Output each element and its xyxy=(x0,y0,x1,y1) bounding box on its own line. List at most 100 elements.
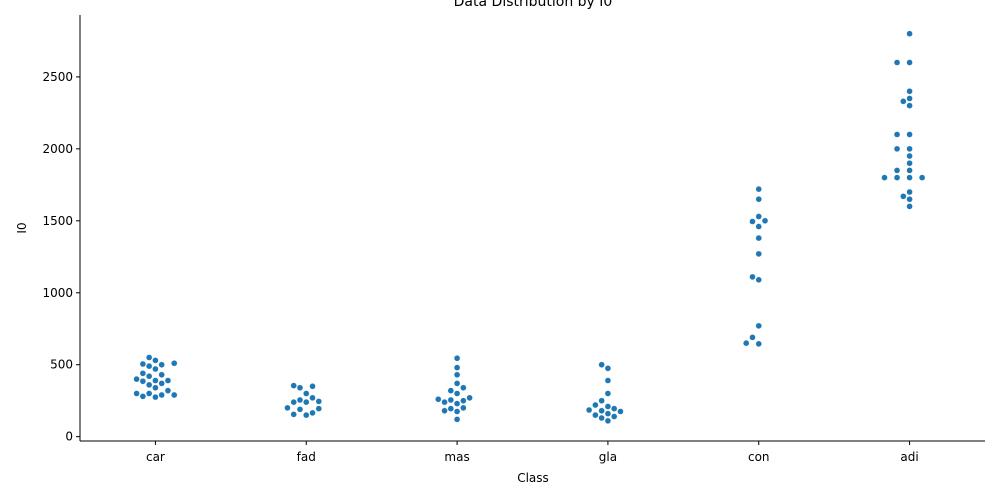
data-point-car xyxy=(158,391,165,399)
data-point-adi xyxy=(906,152,913,160)
x-tick-label: gla xyxy=(599,450,617,464)
data-point-adi xyxy=(900,98,907,105)
data-point-adi xyxy=(906,174,913,181)
data-point-adi xyxy=(881,174,888,181)
data-point-car xyxy=(152,393,159,401)
data-point-con xyxy=(743,339,750,347)
data-point-adi xyxy=(900,193,907,200)
data-point-car xyxy=(145,354,153,361)
y-tick-label: 2000 xyxy=(42,142,73,156)
data-point-gla xyxy=(604,403,612,410)
data-point-car xyxy=(158,371,165,378)
data-point-adi xyxy=(906,145,913,153)
y-axis: 0 500 1000 1500 2000 2500 xyxy=(42,15,81,444)
data-point-mas xyxy=(453,380,461,387)
data-point-car xyxy=(171,391,178,399)
data-point-con xyxy=(755,340,762,348)
data-point-fad xyxy=(290,398,297,406)
data-point-mas xyxy=(441,407,448,414)
data-point-car xyxy=(152,357,159,364)
data-point-con xyxy=(761,217,769,225)
data-point-adi xyxy=(906,102,913,109)
y-axis-label: I0 xyxy=(15,222,29,233)
data-point-fad xyxy=(303,411,310,419)
data-point-gla xyxy=(598,407,605,414)
data-point-fad xyxy=(315,398,322,405)
data-point-fad xyxy=(315,405,322,412)
data-point-gla xyxy=(610,413,618,420)
data-point-gla xyxy=(598,361,605,368)
data-point-gla xyxy=(592,411,599,419)
data-point-gla xyxy=(604,365,612,372)
data-point-adi xyxy=(906,88,913,95)
data-point-gla xyxy=(604,390,612,397)
data-point-car xyxy=(133,390,140,397)
data-point-car xyxy=(139,378,147,385)
data-point-car xyxy=(171,360,178,367)
data-point-gla xyxy=(604,377,612,384)
data-point-fad xyxy=(309,383,316,390)
data-point-mas xyxy=(460,397,467,404)
data-point-car xyxy=(152,384,159,391)
data-point-mas xyxy=(453,416,461,423)
data-point-car xyxy=(152,365,159,373)
data-point-adi xyxy=(893,167,901,174)
data-point-adi xyxy=(918,174,926,181)
data-point-fad xyxy=(309,394,316,402)
data-point-car xyxy=(139,360,147,368)
data-point-mas xyxy=(460,404,467,412)
data-point-fad xyxy=(303,398,310,406)
data-point-con xyxy=(755,196,762,203)
data-point-mas xyxy=(453,355,461,362)
data-point-mas xyxy=(435,396,442,403)
data-point-car xyxy=(145,390,153,397)
x-tick-label: car xyxy=(146,450,165,464)
data-point-fad xyxy=(309,409,316,417)
data-point-con xyxy=(755,213,762,220)
data-point-mas xyxy=(453,364,461,371)
data-point-fad xyxy=(290,411,297,418)
data-point-gla xyxy=(604,417,612,425)
data-point-car xyxy=(158,380,165,387)
data-point-car xyxy=(133,375,140,383)
data-point-fad xyxy=(290,382,297,389)
data-point-adi xyxy=(893,59,901,66)
x-tick-label: mas xyxy=(444,450,469,464)
data-point-car xyxy=(145,362,153,370)
data-point-gla xyxy=(610,405,618,412)
data-point-gla xyxy=(585,406,593,414)
data-point-fad xyxy=(296,396,304,404)
data-point-car xyxy=(145,381,153,389)
x-axis: car fad mas gla con adi xyxy=(80,440,985,464)
data-point-mas xyxy=(453,390,461,397)
data-point-car xyxy=(152,377,159,384)
data-point-fad xyxy=(303,390,310,397)
x-tick-label: fad xyxy=(297,450,316,464)
data-point-mas xyxy=(453,400,461,407)
chart-title: Data Distribution by I0 xyxy=(454,0,613,10)
data-point-mas xyxy=(447,387,455,394)
data-point-con xyxy=(755,234,762,242)
data-point-adi xyxy=(893,131,901,138)
data-point-adi xyxy=(906,196,913,203)
y-tick-label: 500 xyxy=(50,358,73,372)
data-point-gla xyxy=(598,414,605,422)
y-tick-label: 0 xyxy=(65,430,73,444)
data-point-car xyxy=(139,393,147,400)
data-point-con xyxy=(749,218,756,225)
data-point-adi xyxy=(893,174,901,181)
data-point-fad xyxy=(296,384,304,391)
data-point-con xyxy=(755,250,762,258)
data-point-mas xyxy=(453,408,461,415)
data-point-adi xyxy=(906,203,913,210)
data-point-gla xyxy=(592,401,599,409)
y-tick-label: 1000 xyxy=(42,286,73,300)
data-point-fad xyxy=(296,406,304,413)
data-point-gla xyxy=(604,410,612,417)
data-point-gla xyxy=(617,408,624,415)
data-point-fad xyxy=(284,404,291,412)
data-point-mas xyxy=(466,394,473,402)
data-point-mas xyxy=(453,371,461,378)
data-point-car xyxy=(139,370,147,377)
